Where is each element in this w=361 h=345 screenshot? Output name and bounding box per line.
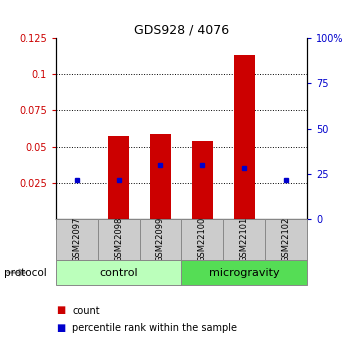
Text: count: count (72, 306, 100, 315)
Text: ■: ■ (56, 306, 65, 315)
Text: percentile rank within the sample: percentile rank within the sample (72, 323, 237, 333)
Bar (223, 219, 265, 260)
Text: GSM22099: GSM22099 (156, 217, 165, 263)
Bar (98, 219, 140, 260)
Bar (108, 137, 129, 219)
Bar (56, 260, 181, 285)
Title: GDS928 / 4076: GDS928 / 4076 (134, 24, 229, 37)
Text: control: control (99, 268, 138, 277)
Bar (192, 141, 213, 219)
Text: GSM22100: GSM22100 (198, 217, 207, 263)
Bar (181, 260, 307, 285)
Bar (181, 219, 223, 260)
Text: GSM22102: GSM22102 (282, 217, 291, 263)
Text: protocol: protocol (4, 268, 46, 277)
Bar (150, 134, 171, 219)
Bar (140, 219, 181, 260)
Text: GSM22098: GSM22098 (114, 217, 123, 263)
Text: GSM22097: GSM22097 (72, 217, 81, 263)
Bar (56, 219, 98, 260)
Text: microgravity: microgravity (209, 268, 279, 277)
Bar (234, 55, 255, 219)
Text: GSM22101: GSM22101 (240, 217, 249, 263)
Bar (265, 219, 307, 260)
Text: ■: ■ (56, 323, 65, 333)
